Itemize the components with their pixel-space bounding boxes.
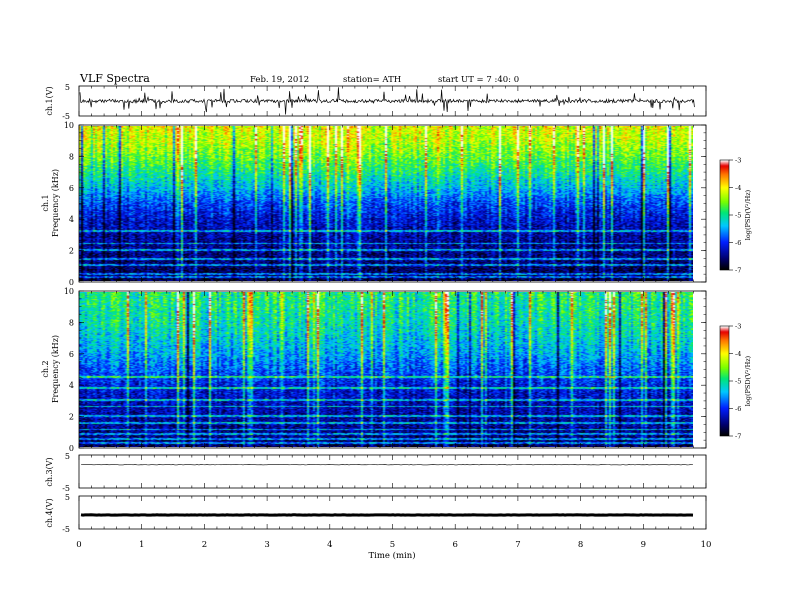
ch1-waveform-trace bbox=[79, 87, 695, 115]
time-axis-tick-label: 4 bbox=[327, 540, 332, 550]
frequency-tick-label: 0 bbox=[69, 278, 74, 287]
frequency-tick-label: 10 bbox=[64, 287, 74, 296]
time-axis-tick-label: 2 bbox=[202, 540, 207, 550]
ch1-waveform-panel: 5 -5 ch.1(V) bbox=[45, 83, 707, 121]
ch1-ytick-bottom: -5 bbox=[62, 112, 70, 121]
time-axis-ticks: 0 1 2 3 4 5 6 7 8 9 10 bbox=[76, 86, 711, 550]
ch2-spectrogram-yticks: 0 2 4 6 8 10 bbox=[64, 287, 706, 453]
ch2-colorbar-label: log(PSD(V²/Hz) bbox=[744, 355, 752, 406]
ch3-waveform-panel: 5 -5 ch.3(V) bbox=[45, 452, 707, 493]
ch1-frequency-label: Frequency (kHz) bbox=[51, 169, 60, 237]
colorbar-tick-label: -5 bbox=[735, 212, 741, 220]
time-axis-tick-label: 8 bbox=[578, 540, 583, 550]
frequency-tick-label: 8 bbox=[69, 318, 74, 327]
ch2-colorbar bbox=[720, 326, 729, 436]
time-axis-tick-label: 6 bbox=[452, 540, 457, 550]
figure-title: VLF Spectra bbox=[79, 72, 150, 85]
time-axis-tick-label: 5 bbox=[390, 540, 395, 550]
frequency-tick-label: 8 bbox=[69, 152, 74, 161]
ch2-colorbar-ticks: -3 -4 -5 -6 -7 bbox=[729, 323, 741, 441]
time-axis-tick-label: 9 bbox=[641, 540, 646, 550]
ch1-spectrogram-ylabel: ch.1 bbox=[41, 194, 50, 211]
time-axis-tick-label: 10 bbox=[701, 540, 712, 550]
start-ut-label: start UT = 7 :40: 0 bbox=[438, 75, 519, 85]
frequency-tick-label: 0 bbox=[69, 444, 74, 453]
ch3-waveform-trace bbox=[80, 464, 694, 466]
frequency-tick-label: 2 bbox=[69, 247, 74, 256]
ch1-spectrogram-yticks: 0 2 4 6 8 10 bbox=[64, 121, 706, 287]
ch2-spectrogram-image bbox=[79, 292, 693, 447]
ch1-ytick-top: 5 bbox=[65, 83, 70, 92]
frequency-tick-label: 6 bbox=[69, 350, 74, 359]
colorbar-tick-label: -6 bbox=[735, 239, 741, 247]
time-axis-label: Time (min) bbox=[368, 550, 415, 561]
time-axis-tick-label: 3 bbox=[264, 540, 269, 550]
ch1-colorbar-label: log(PSD(V²/Hz) bbox=[744, 189, 752, 240]
ch2-frequency-label: Frequency (kHz) bbox=[51, 335, 60, 403]
colorbar-tick-label: -3 bbox=[735, 323, 741, 331]
colorbar-tick-label: -6 bbox=[735, 405, 741, 413]
frequency-tick-label: 2 bbox=[69, 413, 74, 422]
ch2-spectrogram-ylabel: ch.2 bbox=[41, 360, 50, 377]
ch1-colorbar-ticks: -3 -4 -5 -6 -7 bbox=[729, 157, 741, 275]
ch4-ytick-bottom: -5 bbox=[62, 525, 70, 534]
time-axis-tick-label: 0 bbox=[76, 540, 81, 550]
ch3-ytick-bottom: -5 bbox=[62, 484, 70, 493]
station-label: station= ATH bbox=[343, 75, 401, 85]
time-axis-tick-label: 1 bbox=[139, 540, 144, 550]
frequency-tick-label: 10 bbox=[64, 121, 74, 130]
frequency-tick-label: 6 bbox=[69, 184, 74, 193]
colorbar-tick-label: -7 bbox=[735, 267, 741, 275]
date-label: Feb. 19, 2012 bbox=[250, 75, 309, 85]
ch4-ytick-top: 5 bbox=[65, 493, 70, 502]
ch3-waveform-ylabel: ch.3(V) bbox=[45, 457, 54, 486]
colorbar-tick-label: -3 bbox=[735, 157, 741, 165]
colorbar-tick-label: -7 bbox=[735, 433, 741, 441]
ch4-waveform-panel: 5 -5 ch.4(V) bbox=[45, 493, 707, 534]
ch1-colorbar bbox=[720, 160, 729, 270]
frequency-tick-label: 4 bbox=[69, 215, 74, 224]
ch4-waveform-ylabel: ch.4(V) bbox=[45, 498, 54, 527]
frequency-tick-label: 4 bbox=[69, 381, 74, 390]
colorbar-tick-label: -4 bbox=[735, 350, 741, 358]
time-axis-tick-label: 7 bbox=[515, 540, 520, 550]
colorbar-tick-label: -5 bbox=[735, 378, 741, 386]
ch1-waveform-ylabel: ch.1(V) bbox=[45, 86, 54, 115]
ch3-ytick-top: 5 bbox=[65, 452, 70, 461]
colorbar-tick-label: -4 bbox=[735, 184, 741, 192]
ch1-spectrogram-image bbox=[79, 126, 693, 281]
